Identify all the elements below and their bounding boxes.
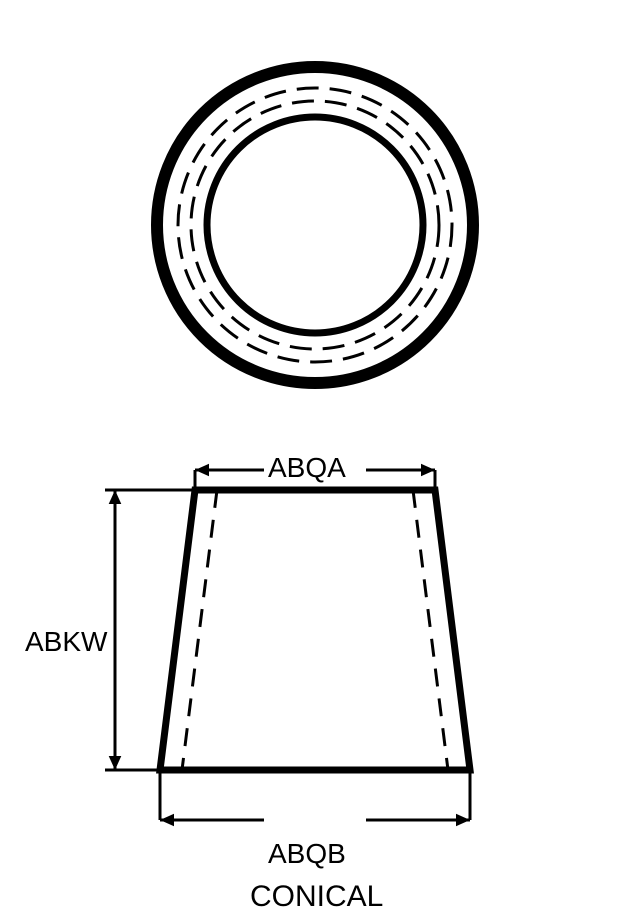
dimension-label-top-width: ABQA — [268, 452, 346, 484]
dimension-label-height: ABKW — [25, 626, 107, 658]
dimension-label-bottom-width: ABQB — [268, 838, 346, 870]
diagram-title: CONICAL — [250, 880, 383, 914]
